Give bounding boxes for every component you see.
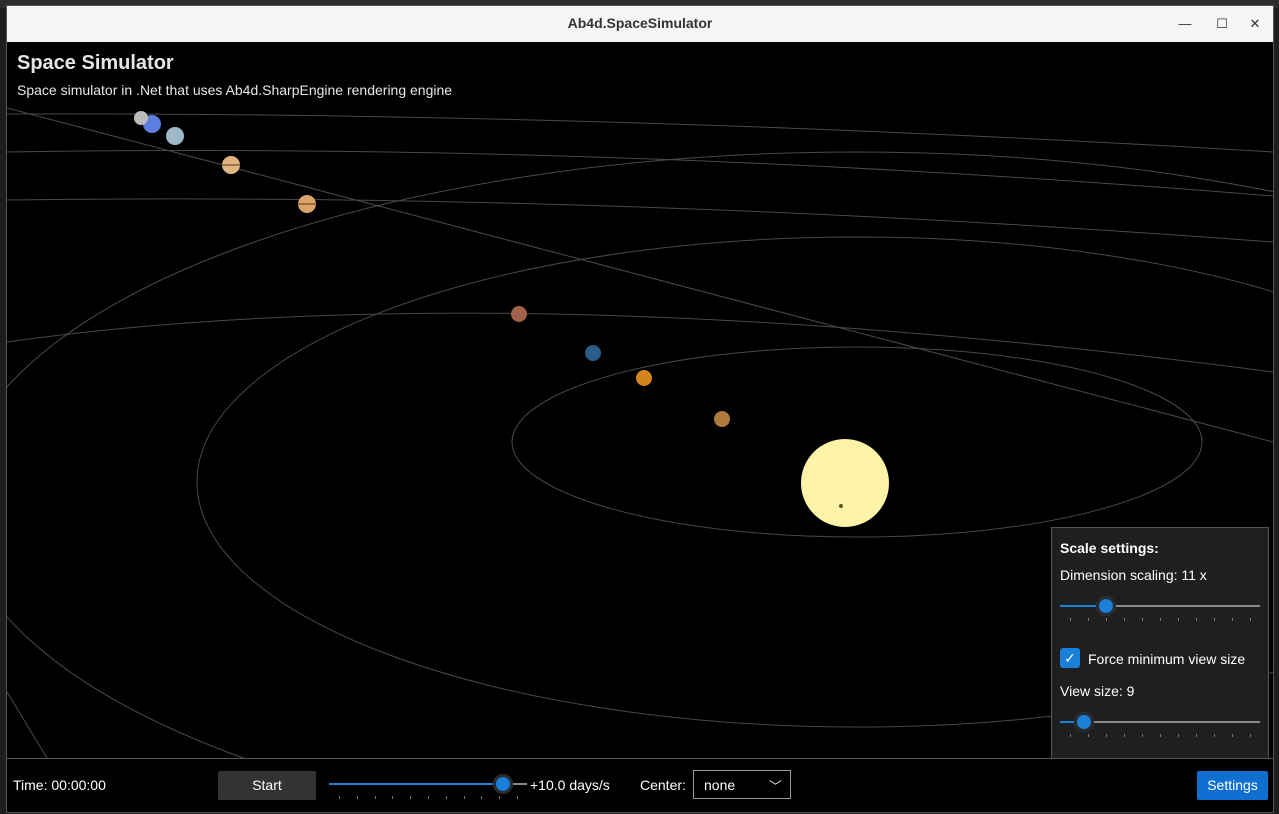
planet-mars — [511, 306, 527, 322]
speed-label: +10.0 days/s — [530, 777, 610, 793]
background-ide-tabbar — [0, 0, 1279, 8]
solar-system-scene — [7, 107, 1273, 758]
view-size-label: View size: 9 — [1060, 683, 1135, 699]
planet-venus — [636, 370, 652, 386]
slider-tick — [1142, 618, 1143, 621]
orbit-uranus — [7, 113, 1273, 153]
planet-pluto — [134, 111, 148, 125]
slider-tick — [1178, 618, 1179, 621]
slider-tick — [1250, 618, 1251, 621]
slider-tick — [1106, 734, 1107, 737]
slider-tick — [1214, 734, 1215, 737]
orbit-neptune — [7, 107, 1273, 443]
center-select[interactable]: none ﹀ — [693, 770, 791, 799]
slider-tick — [1196, 618, 1197, 621]
slider-tick — [481, 796, 483, 799]
dimension-scaling-slider[interactable] — [1060, 591, 1260, 621]
slider-tick — [1142, 734, 1143, 737]
minimize-icon[interactable]: — — [1178, 16, 1192, 31]
orbit-mercury — [511, 346, 1203, 538]
slider-tick — [517, 796, 519, 799]
slider-tick — [338, 796, 340, 799]
slider-tick — [445, 796, 447, 799]
sunspot — [839, 504, 843, 508]
slider-tick — [463, 796, 465, 799]
slider-tick — [1088, 618, 1089, 621]
slider-tick — [499, 796, 501, 799]
3d-viewport[interactable]: Space Simulator Space simulator in .Net … — [7, 42, 1273, 769]
slider-tick — [1088, 734, 1089, 737]
chevron-down-icon: ﹀ — [768, 779, 782, 794]
center-select-value: none — [704, 777, 736, 793]
view-size-slider[interactable] — [1060, 707, 1260, 737]
dimension-scaling-label: Dimension scaling: 11 x — [1060, 567, 1207, 583]
slider-tick — [1070, 734, 1071, 737]
slider-thumb[interactable] — [493, 774, 514, 794]
slider-tick — [1124, 618, 1125, 621]
planet-earth — [585, 345, 601, 361]
orbit-venus — [196, 236, 1273, 728]
planet-mercury — [714, 411, 730, 427]
slider-thumb[interactable] — [1074, 712, 1094, 732]
force-min-view-label[interactable]: Force minimum view size — [1088, 651, 1246, 667]
slider-tick — [1250, 734, 1251, 737]
title-bar[interactable]: Ab4d.SpaceSimulator — ☐ ✕ — [7, 6, 1273, 43]
slider-tick — [1214, 618, 1215, 621]
center-label: Center: — [640, 777, 686, 793]
slider-tick — [428, 796, 429, 799]
app-window: Ab4d.SpaceSimulator — ☐ ✕ — [7, 6, 1273, 812]
maximize-icon[interactable]: ☐ — [1216, 16, 1228, 31]
orbit-mars — [7, 312, 1273, 373]
slider-tick — [1160, 618, 1161, 621]
slider-tick — [410, 796, 412, 799]
planet-uranus — [166, 127, 184, 145]
slider-tick — [1106, 618, 1107, 621]
window-title: Ab4d.SpaceSimulator — [567, 15, 713, 31]
slider-tick — [1124, 734, 1125, 737]
force-min-view-checkbox[interactable]: ✓ — [1060, 648, 1080, 668]
speed-slider[interactable] — [329, 769, 527, 801]
page-title: Space Simulator — [17, 52, 174, 74]
slider-tick — [1232, 618, 1233, 621]
time-label: Time: 00:00:00 — [13, 777, 106, 793]
slider-tick — [1070, 618, 1071, 621]
page-subtitle: Space simulator in .Net that uses Ab4d.S… — [17, 82, 453, 98]
close-icon[interactable]: ✕ — [1249, 16, 1261, 31]
orbit-jupiter — [7, 198, 1273, 243]
orbit-saturn — [7, 149, 1273, 197]
slider-tick — [1232, 734, 1233, 737]
slider-tick — [392, 796, 394, 799]
bottom-toolbar: Time: 00:00:00 Start +10.0 days/s Center… — [7, 758, 1273, 812]
orbit-pluto — [7, 691, 48, 758]
slider-tick — [356, 796, 358, 799]
slider-thumb[interactable] — [1096, 596, 1116, 616]
slider-tick — [1178, 734, 1179, 737]
slider-tick — [1196, 734, 1197, 737]
slider-tick — [1160, 734, 1161, 737]
settings-button[interactable]: Settings — [1197, 771, 1268, 800]
scale-settings-header: Scale settings: — [1060, 540, 1159, 556]
scale-settings-panel: Scale settings: Dimension scaling: 11 x … — [1051, 527, 1269, 769]
orbit-earth — [7, 151, 1273, 758]
sun — [801, 439, 889, 527]
start-button[interactable]: Start — [218, 771, 316, 800]
slider-tick — [374, 796, 376, 799]
